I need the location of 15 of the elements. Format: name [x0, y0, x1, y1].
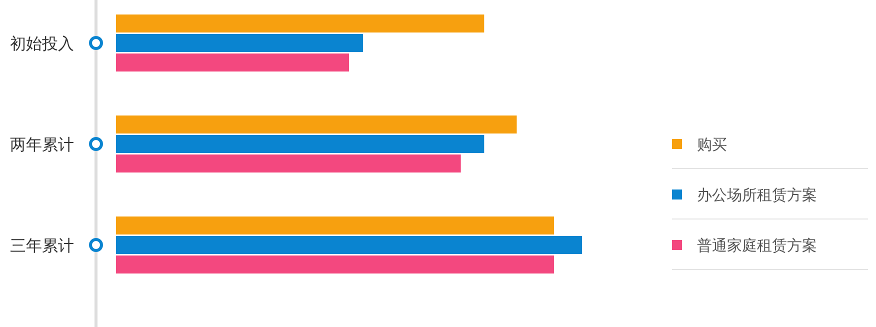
y-tick-label: 初始投入 [10, 35, 74, 53]
bar [116, 116, 517, 134]
legend-label: 办公场所租赁方案 [697, 187, 817, 204]
bar [116, 135, 484, 153]
bar [116, 54, 349, 72]
bar [116, 256, 554, 274]
bar [116, 34, 363, 52]
bar [116, 14, 484, 32]
legend-label: 购买 [697, 136, 727, 154]
bar [116, 154, 461, 172]
legend-label: 普通家庭租赁方案 [697, 238, 817, 254]
bar [116, 236, 582, 254]
y-tick-label: 两年累计 [10, 136, 74, 154]
bar [116, 216, 554, 234]
y-tick-label: 三年累计 [10, 237, 74, 255]
